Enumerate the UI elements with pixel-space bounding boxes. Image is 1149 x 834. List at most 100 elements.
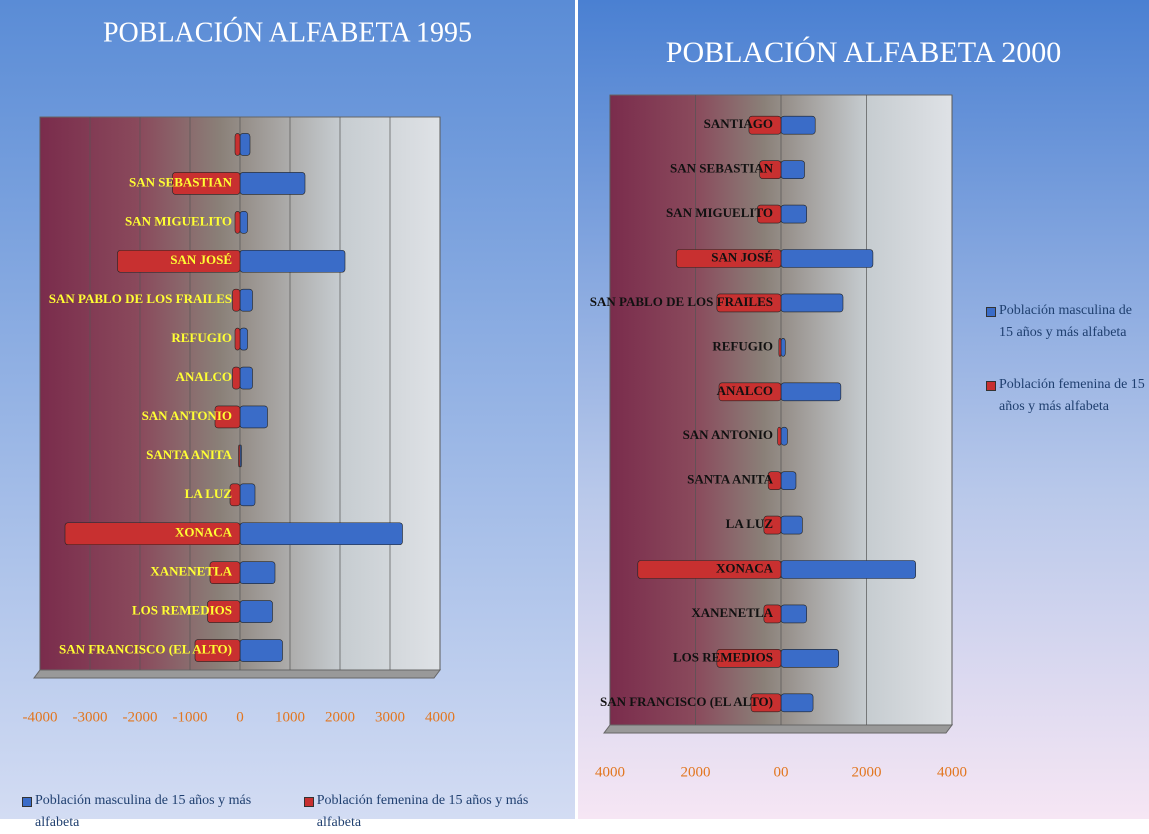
bar: [209, 561, 241, 584]
bar: [778, 338, 782, 357]
bar: [763, 515, 782, 535]
y-tick-label: LA LUZ: [185, 486, 233, 501]
bar: [780, 515, 803, 535]
y-tick-label: SAN FRANCISCO (EL ALTO): [59, 642, 232, 657]
bar: [239, 561, 276, 584]
x-tick-label: -3000: [73, 709, 108, 725]
x-tick-label: 4000: [425, 709, 455, 725]
x-tick-label: 1000: [275, 709, 305, 725]
bar: [718, 382, 782, 402]
x-tick-label: 00: [774, 764, 789, 780]
legend-label: Población masculina de 15 años y más alf…: [35, 793, 252, 830]
bar: [780, 693, 814, 713]
bar: [232, 366, 241, 390]
legend-swatch: [986, 381, 996, 391]
bar: [757, 204, 782, 224]
bar: [716, 649, 782, 668]
bar: [172, 172, 241, 195]
legend-swatch: [986, 307, 996, 317]
bar: [117, 249, 241, 273]
y-tick-label: ANALCO: [717, 383, 773, 398]
y-tick-label: XONACA: [716, 560, 774, 575]
bar: [64, 522, 241, 546]
x-tick-label: -4000: [23, 709, 58, 725]
bar: [239, 405, 268, 429]
bar: [229, 483, 241, 507]
y-tick-label: XANENETLA: [150, 564, 232, 579]
chart: POBLACIÓN ALFABETA 1995 -4000 -3000 -2000 -1…: [0, 0, 575, 819]
bar: [780, 293, 844, 313]
legend-swatch: [22, 797, 32, 807]
legend: Población masculina de 15 años y más alf…: [986, 300, 1146, 448]
y-tick-label: LA LUZ: [726, 516, 774, 531]
y-tick-label: LOS REMEDIOS: [132, 603, 232, 618]
bar: [239, 600, 273, 623]
bar: [780, 115, 816, 135]
legend-entry: Población femenina de 15 años y más alfa…: [303, 790, 567, 834]
bar: [239, 172, 306, 195]
bar: [780, 249, 874, 268]
bar: [767, 471, 782, 490]
bar: [716, 293, 782, 313]
x-tick-label: 2000: [852, 764, 882, 780]
x-tick-label: 0: [236, 709, 244, 725]
legend-swatch: [303, 797, 314, 807]
bar: [239, 327, 248, 351]
x-tick-label: -2000: [123, 709, 158, 725]
bar: [750, 693, 782, 713]
y-tick-label: REFUGIO: [712, 338, 773, 353]
bar: [759, 160, 782, 179]
bar: [780, 426, 788, 446]
x-tick-label: -1000: [173, 709, 208, 725]
legend-items: Población masculina de 15 años y más alf…: [22, 790, 567, 834]
bar: [194, 639, 241, 662]
bar: [780, 560, 916, 579]
legend-entry: Población femenina de 15 años y más alfa…: [986, 374, 1146, 418]
bar: [234, 211, 241, 234]
bar: [637, 560, 782, 579]
y-tick-label: SANTIAGO: [704, 116, 773, 131]
y-tick-label: SAN MIGUELITO: [666, 205, 773, 220]
y-tick-label: LOS REMEDIOS: [673, 649, 773, 664]
legend: Población masculina de 15 años y más alf…: [22, 790, 567, 834]
y-tick-label: XONACA: [175, 525, 233, 540]
bar: [777, 426, 782, 446]
y-tick-label: SAN JOSÉ: [170, 252, 232, 267]
y-tick-label: SAN PABLO DE LOS FRAILES: [590, 294, 773, 309]
x-tick-label: 2000: [325, 709, 355, 725]
bar: [214, 405, 241, 429]
bar: [780, 604, 807, 624]
chart-panel: POBLACIÓN ALFABETA 2000 4000 2000 00 2000 400…: [578, 0, 1149, 819]
y-tick-label: SAN ANTONIO: [683, 427, 773, 442]
legend-label: Población femenina de 15 años y más alfa…: [999, 377, 1145, 414]
bar: [234, 327, 241, 351]
bar: [234, 133, 241, 156]
bar: [239, 133, 251, 156]
y-tick-label: SAN SEBASTIAN: [670, 161, 774, 176]
bar: [239, 522, 403, 546]
bar: [239, 639, 283, 662]
bar: [238, 444, 241, 468]
y-tick-label: SANTA ANITA: [146, 447, 232, 462]
bar: [239, 288, 253, 312]
legend-entry: Población masculina de 15 años y más alf…: [22, 790, 290, 834]
y-tick-label: SAN FRANCISCO (EL ALTO): [600, 694, 773, 709]
bar: [232, 288, 241, 312]
plot-floor: [33, 669, 441, 679]
bar: [207, 600, 241, 623]
bar: [780, 382, 842, 402]
bar: [239, 249, 346, 273]
bar: [780, 160, 805, 179]
bar: [780, 649, 840, 668]
y-tick-label: SAN ANTONIO: [142, 408, 232, 423]
chart-title: POBLACIÓN ALFABETA 2000: [666, 36, 1061, 69]
chart-panel: POBLACIÓN ALFABETA 1995 -4000 -3000 -2000 -1…: [0, 0, 575, 830]
x-tick-label: 4000: [595, 764, 625, 780]
y-tick-label: SAN PABLO DE LOS FRAILES: [49, 291, 232, 306]
chart-title: POBLACIÓN ALFABETA 1995: [103, 17, 472, 48]
legend-items: Población masculina de 15 años y más alf…: [986, 300, 1146, 418]
x-tick-label: 2000: [681, 764, 711, 780]
bar: [239, 211, 248, 234]
x-tick-label: 3000: [375, 709, 405, 725]
